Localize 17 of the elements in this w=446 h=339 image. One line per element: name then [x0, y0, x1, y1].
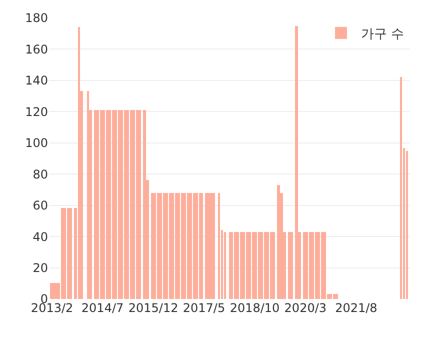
x-tick-label: 2020/3 — [284, 301, 327, 315]
y-tick-label: 160 — [25, 42, 48, 56]
y-tick-label: 120 — [25, 104, 48, 119]
y-tick-label: 40 — [32, 230, 48, 244]
y-tick-label: 60 — [32, 198, 48, 213]
x-tick-label: 2017/5 — [182, 301, 226, 315]
y-tick-label: 180 — [25, 11, 48, 26]
x-tick-label: 2014/7 — [81, 301, 124, 315]
x-tick-label: 2015/12 — [128, 301, 178, 315]
x-tick-label: 2018/10 — [230, 301, 280, 315]
legend-label: 가구 수 — [361, 27, 404, 42]
y-tick-label: 20 — [32, 260, 48, 275]
y-tick-label: 80 — [32, 167, 48, 182]
y-tick-label: 100 — [25, 136, 48, 150]
y-tick-label: 140 — [25, 74, 48, 88]
x-tick-label: 2021/8 — [335, 301, 378, 315]
bar — [288, 232, 293, 299]
